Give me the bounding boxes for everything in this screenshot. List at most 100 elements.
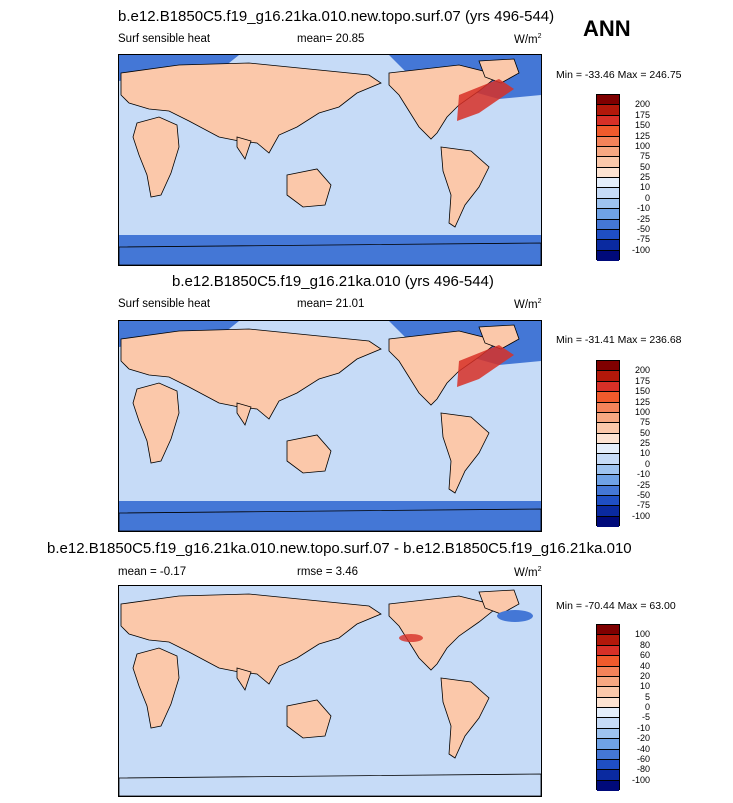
colorbar-swatch [597,749,619,760]
colorbar-label: -100 [631,510,650,521]
continent-eurasia [120,593,382,685]
colorbar-label: 175 [634,109,650,120]
colorbar-swatch [597,136,619,147]
colorbar-swatch [597,167,619,178]
colorbar-swatch [597,361,619,372]
panel-1-variable: Surf sensible heat [118,33,211,45]
colorbar-swatch [597,770,619,781]
panel-1-units: W/m2 [514,33,542,46]
colorbar-label: 20 [639,670,650,681]
colorbar-swatch [597,392,619,403]
colorbar-swatch [597,475,619,486]
colorbar-label: 200 [634,365,650,376]
colorbar-label: 50 [639,161,650,172]
colorbar-label: 150 [634,386,650,397]
colorbar-swatch [597,635,619,646]
colorbar-swatch [597,250,619,261]
gulf-stream-hotspot [457,345,514,387]
panel-3-mean: mean = -0.17 [118,566,187,578]
colorbar-swatch [597,656,619,667]
continent-antarctica [119,773,541,796]
panel-1-map-svg [119,55,541,265]
colorbar-label: 60 [639,650,650,661]
colorbar-label: 75 [639,417,650,428]
panel-1-title: b.e12.B1850C5.f19_g16.21ka.010.new.topo.… [118,8,555,25]
continent-samerica [440,146,490,228]
colorbar-swatch [597,625,619,636]
panel-2-map-svg [119,321,541,531]
panel-1-mean: mean= 20.85 [297,33,365,45]
continent-africa [132,647,180,729]
panel-1-colorbar [596,94,620,261]
continent-india [236,402,252,426]
panel-2-title: b.e12.B1850C5.f19_g16.21ka.010 (yrs 496-… [172,273,494,290]
colorbar-swatch [597,485,619,496]
continent-eurasia [120,328,382,420]
colorbar-swatch [597,229,619,241]
continent-greenland [478,58,520,84]
colorbar-label: 0 [644,458,650,469]
colorbar-swatch [597,157,619,168]
colorbar-swatch [597,198,619,210]
colorbar-swatch [597,381,619,393]
colorbar-label: 100 [634,406,650,417]
colorbar-label: -20 [636,733,650,744]
colorbar-label: 150 [634,120,650,131]
colorbar-label: 0 [644,192,650,203]
colorbar-label: 75 [639,151,650,162]
colorbar-label: 125 [634,130,650,141]
continent-africa [132,116,180,198]
colorbar-label: 25 [639,438,650,448]
colorbar-swatch [597,412,619,424]
panel-2-map [118,320,542,532]
panel-2-units: W/m2 [514,298,542,311]
colorbar-swatch [597,454,619,465]
colorbar-label: -5 [641,712,650,723]
colorbar-swatch [597,697,619,708]
colorbar-label: -10 [636,722,650,733]
panel-2-colorbar [596,360,620,527]
colorbar-swatch [597,708,619,719]
panel-3-map [118,585,542,797]
colorbar-swatch [597,759,619,771]
panel-3-units: W/m2 [514,566,542,579]
continent-africa [132,382,180,464]
colorbar-swatch [597,687,619,698]
panel-1-minmax: Min = -33.46 Max = 246.75 [556,69,682,81]
colorbar-swatch [597,495,619,507]
colorbar-label: -75 [636,234,650,245]
colorbar-label: 100 [634,629,650,640]
colorbar-label: 25 [639,172,650,182]
colorbar-label: 10 [639,448,650,459]
colorbar-swatch [597,516,619,527]
continent-australia [286,168,332,208]
continent-greenland [478,589,520,615]
panel-3-map-svg [119,586,541,796]
colorbar-swatch [597,402,619,413]
colorbar-label: 80 [639,639,650,650]
colorbar-label: 100 [634,140,650,151]
colorbar-label: -50 [636,223,650,234]
colorbar-label: -100 [631,774,650,785]
colorbar-swatch [597,464,619,476]
colorbar-swatch [597,423,619,434]
colorbar-swatch [597,506,619,517]
continent-greenland [478,324,520,350]
continent-india [236,667,252,691]
colorbar-label: -25 [636,479,650,490]
colorbar-label: 125 [634,396,650,407]
panel-1-map [118,54,542,266]
colorbar-swatch [597,433,619,444]
colorbar-label: 50 [639,427,650,438]
colorbar-label: -50 [636,489,650,500]
panel-3-minmax: Min = -70.44 Max = 63.00 [556,600,676,612]
colorbar-label: 175 [634,375,650,386]
panel-3-colorbar [596,624,620,791]
continent-antarctica [119,508,541,531]
colorbar-swatch [597,739,619,750]
colorbar-label: -10 [636,469,650,480]
colorbar-label: -75 [636,500,650,511]
colorbar-label: 5 [644,691,650,702]
colorbar-swatch [597,666,619,677]
panel-2-minmax: Min = -31.41 Max = 236.68 [556,334,682,346]
